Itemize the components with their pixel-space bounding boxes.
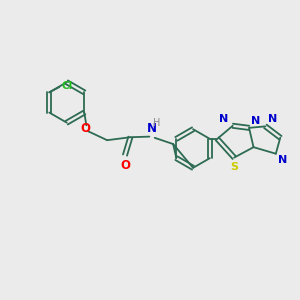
Text: N: N: [278, 155, 287, 165]
Text: O: O: [120, 159, 130, 172]
Text: Cl: Cl: [62, 81, 73, 91]
Text: S: S: [230, 162, 238, 172]
Text: N: N: [147, 122, 157, 135]
Text: H: H: [153, 118, 161, 128]
Text: N: N: [219, 114, 229, 124]
Text: N: N: [250, 116, 260, 126]
Text: O: O: [81, 122, 91, 135]
Text: N: N: [268, 114, 277, 124]
